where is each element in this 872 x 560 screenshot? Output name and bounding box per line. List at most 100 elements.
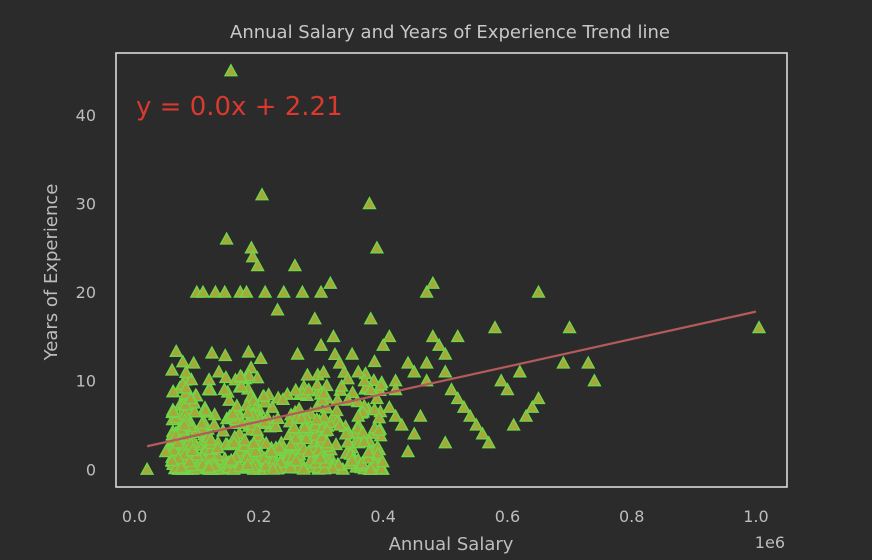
x-tick-label: 0.6	[495, 507, 520, 526]
data-point	[198, 402, 213, 416]
data-point	[166, 443, 182, 457]
y-tick-label: 20	[76, 283, 96, 302]
data-point	[316, 364, 331, 378]
data-point	[239, 284, 254, 298]
data-point	[320, 422, 335, 436]
data-point	[301, 382, 316, 396]
data-point	[419, 355, 434, 369]
data-point	[506, 417, 521, 431]
data-point	[246, 436, 262, 450]
data-point	[382, 329, 397, 343]
data-point	[376, 337, 391, 351]
data-point	[438, 346, 453, 360]
chart-title: Annual Salary and Years of Experience Tr…	[230, 22, 670, 43]
data-point	[525, 399, 540, 413]
data-point	[297, 420, 312, 434]
data-point	[254, 187, 270, 201]
data-point	[258, 284, 273, 298]
data-point	[287, 258, 303, 272]
data-points	[139, 63, 767, 475]
data-point	[201, 459, 217, 473]
data-point	[463, 408, 478, 422]
data-point	[332, 355, 347, 369]
data-point	[250, 258, 265, 272]
data-point	[475, 426, 490, 440]
data-point	[287, 420, 302, 434]
data-point	[299, 431, 314, 445]
data-point	[309, 411, 324, 425]
x-tick-label: 1.0	[743, 507, 768, 526]
data-point	[587, 373, 602, 387]
data-point	[374, 461, 389, 475]
data-point	[413, 408, 428, 422]
data-point	[217, 284, 232, 298]
data-point	[362, 196, 377, 210]
x-axis-ticks: 0.0 0.2 0.4 0.6 0.8 1.0	[122, 507, 769, 526]
x-axis-offset: 1e6	[755, 533, 785, 552]
data-point	[375, 454, 390, 468]
data-point	[300, 367, 315, 381]
data-point	[295, 284, 310, 298]
data-point	[248, 443, 263, 457]
data-point	[313, 284, 329, 298]
data-point	[367, 354, 382, 368]
data-point	[338, 426, 353, 440]
data-point	[340, 434, 355, 448]
data-point	[315, 392, 330, 406]
data-point	[171, 435, 186, 449]
data-point	[382, 399, 397, 413]
data-point	[313, 450, 328, 464]
data-point	[226, 435, 242, 449]
data-point	[363, 461, 378, 475]
data-point	[394, 417, 409, 431]
x-tick-label: 0.8	[619, 507, 644, 526]
data-point	[288, 430, 303, 444]
data-point	[237, 432, 252, 446]
data-point	[194, 416, 210, 430]
data-point	[500, 382, 515, 396]
data-point	[244, 240, 259, 254]
regression-equation: y = 0.0x + 2.21	[136, 92, 343, 122]
data-point	[751, 320, 767, 334]
data-point	[211, 364, 226, 378]
data-point	[444, 382, 459, 396]
data-point	[388, 408, 403, 422]
data-point	[283, 460, 298, 474]
data-point	[158, 444, 173, 458]
data-point	[187, 404, 202, 418]
data-point	[225, 406, 240, 420]
data-point	[310, 377, 325, 391]
data-point	[289, 453, 304, 467]
trend-line	[146, 310, 757, 448]
data-point	[425, 275, 440, 289]
data-point	[556, 355, 571, 369]
data-point	[174, 460, 189, 474]
data-point	[259, 435, 274, 449]
data-point	[327, 347, 343, 361]
x-tick-label: 0.4	[370, 507, 395, 526]
data-point	[276, 284, 291, 298]
data-point	[268, 418, 283, 432]
data-point	[245, 249, 260, 263]
data-point	[367, 402, 382, 416]
data-point	[351, 408, 366, 422]
data-point	[186, 355, 201, 369]
data-point	[256, 388, 271, 402]
data-point	[369, 240, 385, 254]
data-point	[240, 457, 255, 471]
data-point	[450, 391, 465, 405]
data-point	[334, 378, 349, 392]
data-point	[400, 355, 416, 369]
data-point	[270, 302, 285, 316]
data-point	[344, 453, 360, 467]
data-point	[301, 444, 316, 458]
data-point	[288, 382, 303, 396]
data-point	[469, 417, 484, 431]
data-point	[253, 351, 268, 365]
data-point	[218, 370, 233, 384]
data-point	[185, 443, 200, 457]
data-point	[481, 435, 496, 449]
data-point	[361, 444, 376, 458]
y-axis-label: Years of Experience	[41, 184, 62, 362]
data-point	[208, 284, 223, 298]
